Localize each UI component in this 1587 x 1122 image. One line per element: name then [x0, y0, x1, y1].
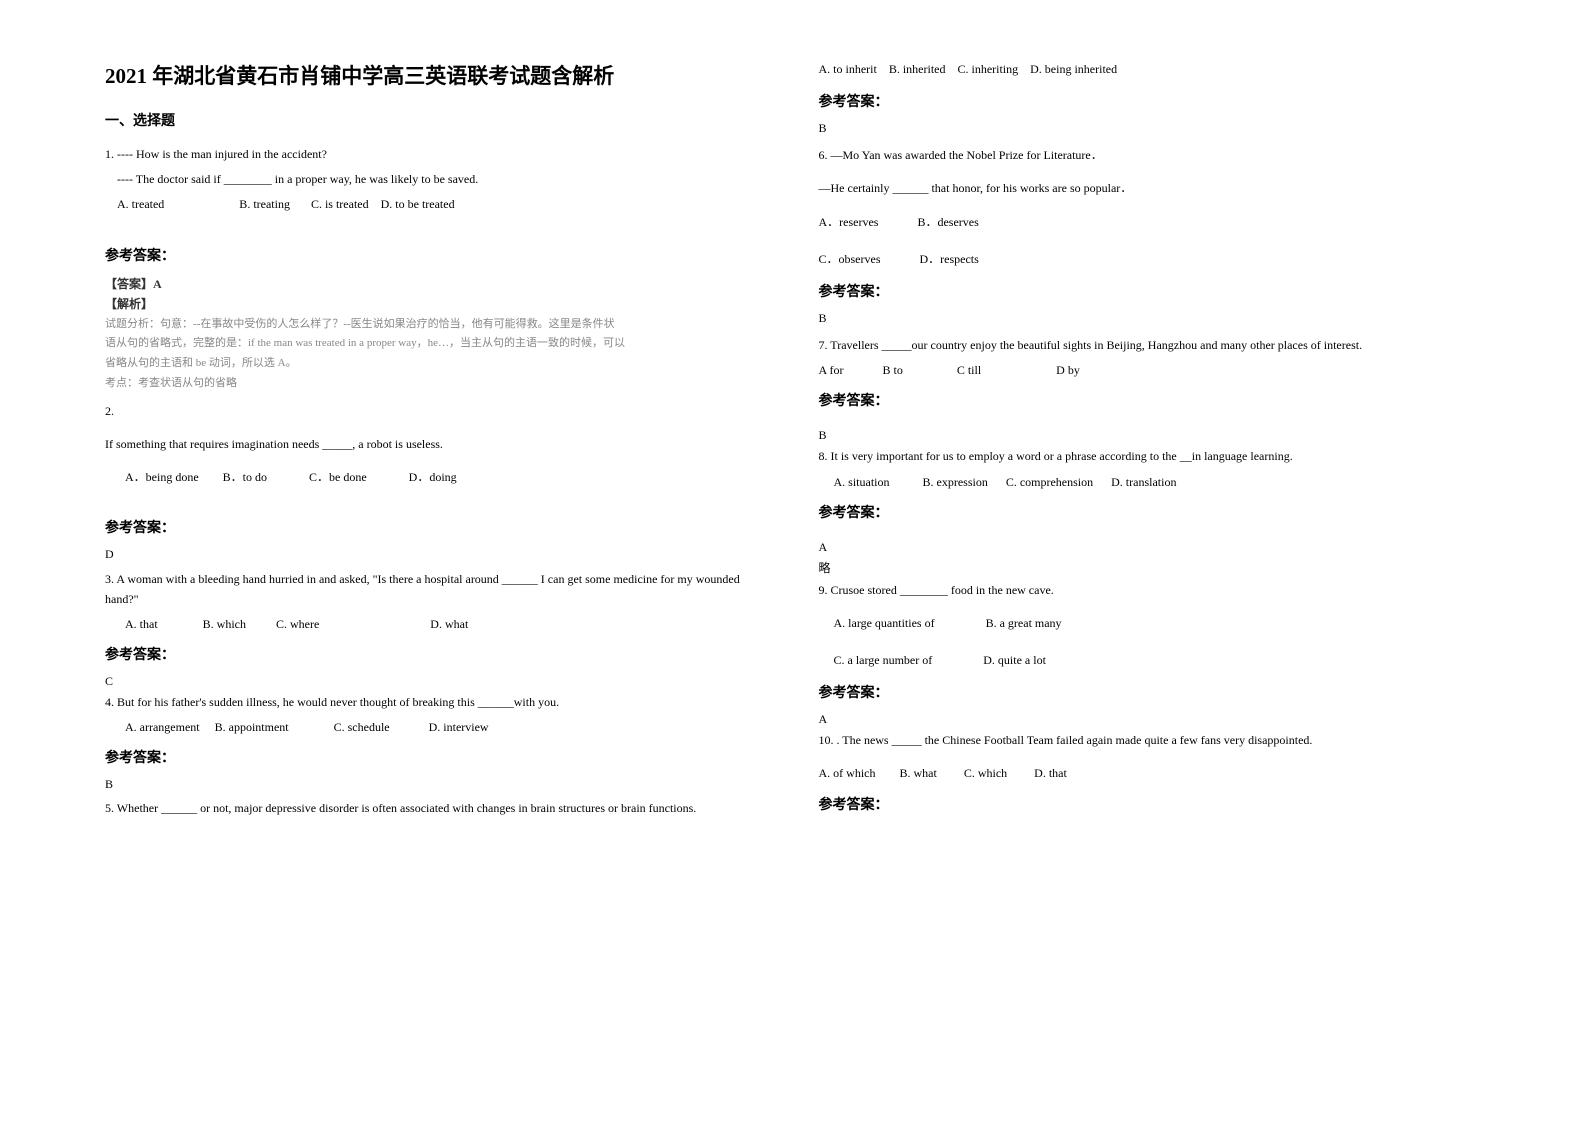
- question-10-options: A. of which B. what C. which D. that: [819, 764, 1483, 783]
- question-8-options: A. situation B. expression C. comprehens…: [819, 473, 1483, 492]
- question-6-options1: A．reserves B．deserves: [819, 213, 1483, 232]
- question-9: 9. Crusoe stored ________ food in the ne…: [819, 581, 1483, 600]
- answer-label-3: 参考答案：: [105, 644, 769, 664]
- question-1-line2: ---- The doctor said if ________ in a pr…: [105, 170, 769, 189]
- question-6-line2: —He certainly ______ that honor, for his…: [819, 179, 1483, 198]
- answer-label-10: 参考答案：: [819, 794, 1483, 814]
- analysis-text-1b: 语从句的省略式，完整的是：if the man was treated in a…: [105, 334, 769, 354]
- right-column: A. to inherit B. inherited C. inheriting…: [794, 60, 1508, 1062]
- analysis-text-1c: 省略从句的主语和 be 动词，所以选 A。: [105, 354, 769, 374]
- question-2-options: A．being done B．to do C．be done D．doing: [105, 468, 769, 487]
- question-4-options: A. arrangement B. appointment C. schedul…: [105, 718, 769, 737]
- answer-label-8: 参考答案：: [819, 502, 1483, 522]
- section-header: 一、选择题: [105, 110, 769, 130]
- question-2-text: If something that requires imagination n…: [105, 435, 769, 454]
- answer-2: D: [105, 547, 769, 562]
- answer-6: B: [819, 311, 1483, 326]
- question-8: 8. It is very important for us to employ…: [819, 447, 1483, 466]
- answer-tag-1: 【答案】A: [105, 275, 769, 292]
- question-7: 7. Travellers _____our country enjoy the…: [819, 336, 1483, 355]
- answer-label-7: 参考答案：: [819, 390, 1483, 410]
- question-5: 5. Whether ______ or not, major depressi…: [105, 796, 769, 820]
- answer-label-2: 参考答案：: [105, 517, 769, 537]
- answer-4: B: [105, 777, 769, 792]
- answer-9: A: [819, 712, 1483, 727]
- question-6-options2: C．observes D．respects: [819, 250, 1483, 269]
- answer-8: A: [819, 540, 1483, 555]
- answer-label-9: 参考答案：: [819, 682, 1483, 702]
- analysis-text-1d: 考点：考查状语从句的省略: [105, 374, 769, 394]
- question-3-options: A. that B. which C. where D. what: [105, 615, 769, 634]
- answer-7: B: [819, 428, 1483, 443]
- question-2-num: 2.: [105, 402, 769, 421]
- page-title: 2021 年湖北省黄石市肖铺中学高三英语联考试题含解析: [105, 60, 769, 90]
- answer-5: B: [819, 121, 1483, 136]
- question-9-options1: A. large quantities of B. a great many: [819, 614, 1483, 633]
- answer-label-4: 参考答案：: [105, 747, 769, 767]
- question-10: 10. . The news _____ the Chinese Footbal…: [819, 731, 1483, 750]
- question-6-line1: 6. —Mo Yan was awarded the Nobel Prize f…: [819, 146, 1483, 165]
- left-column: 2021 年湖北省黄石市肖铺中学高三英语联考试题含解析 一、选择题 1. ---…: [80, 60, 794, 1062]
- question-5-options: A. to inherit B. inherited C. inheriting…: [819, 60, 1483, 79]
- question-9-options2: C. a large number of D. quite a lot: [819, 651, 1483, 670]
- answer-label-1: 参考答案：: [105, 245, 769, 265]
- answer-label-6: 参考答案：: [819, 281, 1483, 301]
- answer-3: C: [105, 674, 769, 689]
- question-1-options: A. treated B. treating C. is treated D. …: [105, 195, 769, 214]
- analysis-text-1a: 试题分析：句意：--在事故中受伤的人怎么样了？--医生说如果治疗的恰当，他有可能…: [105, 315, 769, 335]
- question-1-line1: 1. ---- How is the man injured in the ac…: [105, 145, 769, 164]
- answer-label-5: 参考答案：: [819, 91, 1483, 111]
- question-4: 4. But for his father's sudden illness, …: [105, 693, 769, 712]
- question-7-options: A for B to C till D by: [819, 361, 1483, 380]
- note-8: 略: [819, 559, 1483, 576]
- question-3: 3. A woman with a bleeding hand hurried …: [105, 570, 769, 608]
- analysis-tag-1: 【解析】: [105, 295, 769, 312]
